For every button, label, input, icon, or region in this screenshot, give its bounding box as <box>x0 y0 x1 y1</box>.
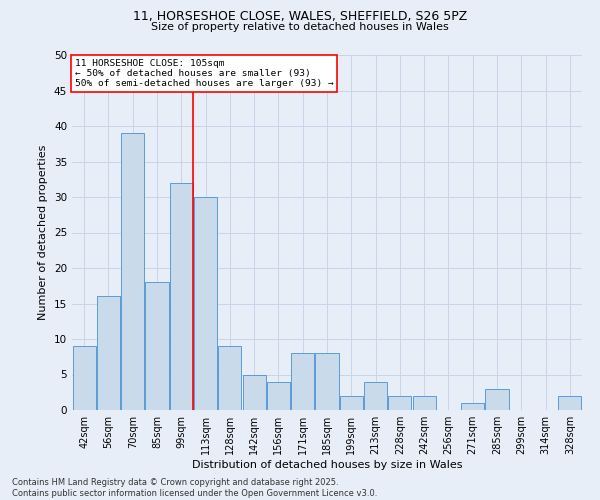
Text: Size of property relative to detached houses in Wales: Size of property relative to detached ho… <box>151 22 449 32</box>
Bar <box>461 403 484 410</box>
Bar <box>145 282 169 410</box>
Bar <box>73 346 95 410</box>
Bar <box>218 346 241 410</box>
Bar <box>364 382 387 410</box>
Bar <box>559 396 581 410</box>
Text: Contains HM Land Registry data © Crown copyright and database right 2025.
Contai: Contains HM Land Registry data © Crown c… <box>12 478 377 498</box>
Bar <box>485 388 509 410</box>
X-axis label: Distribution of detached houses by size in Wales: Distribution of detached houses by size … <box>192 460 462 470</box>
Bar <box>316 353 338 410</box>
Bar <box>97 296 120 410</box>
Bar <box>170 183 193 410</box>
Bar <box>388 396 412 410</box>
Y-axis label: Number of detached properties: Number of detached properties <box>38 145 49 320</box>
Bar <box>340 396 363 410</box>
Bar <box>242 374 266 410</box>
Bar <box>194 197 217 410</box>
Bar <box>413 396 436 410</box>
Bar <box>267 382 290 410</box>
Text: 11 HORSESHOE CLOSE: 105sqm
← 50% of detached houses are smaller (93)
50% of semi: 11 HORSESHOE CLOSE: 105sqm ← 50% of deta… <box>74 58 334 88</box>
Bar <box>121 133 144 410</box>
Bar <box>291 353 314 410</box>
Text: 11, HORSESHOE CLOSE, WALES, SHEFFIELD, S26 5PZ: 11, HORSESHOE CLOSE, WALES, SHEFFIELD, S… <box>133 10 467 23</box>
